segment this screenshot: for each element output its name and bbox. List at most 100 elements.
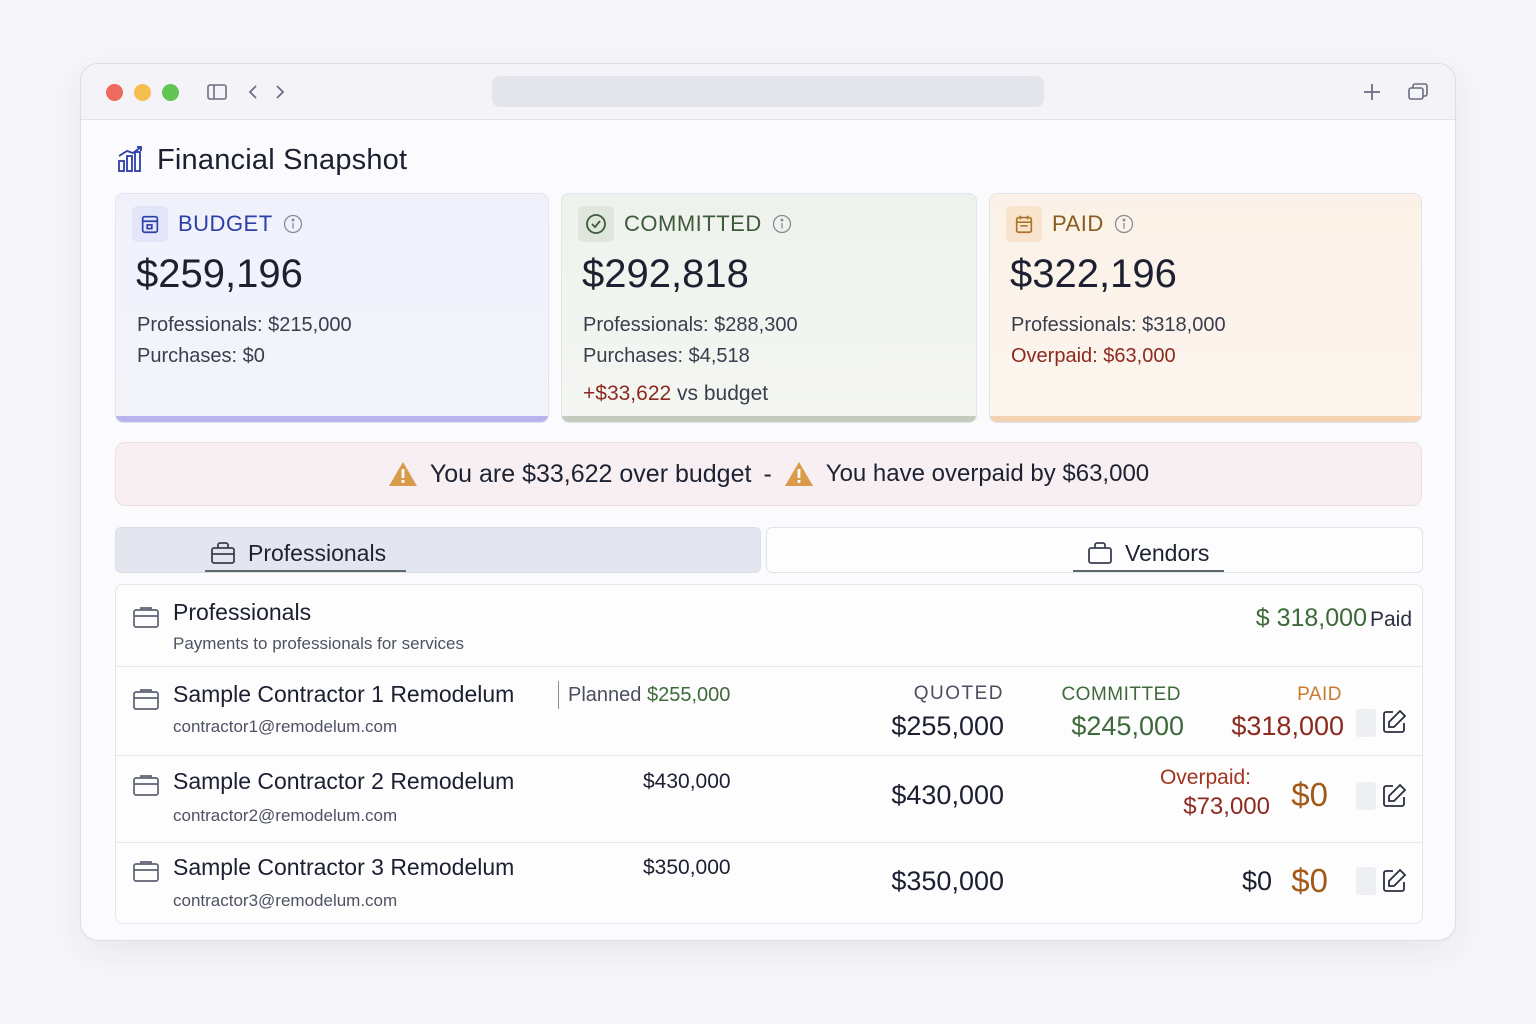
contractor-name: Sample Contractor 1 Remodelum xyxy=(173,681,515,707)
budget-professionals: Professionals: $215,000 xyxy=(137,314,352,336)
maximize-window-button[interactable] xyxy=(162,84,179,101)
committed-label: COMMITTED xyxy=(624,211,762,236)
planned-amount: Planned $255,000 xyxy=(568,684,730,707)
section-paid-amount: $ 318,000 xyxy=(1255,604,1367,632)
column-header-quoted: QUOTED xyxy=(913,683,1004,704)
contractor-name: Sample Contractor 2 Remodelum xyxy=(173,768,515,794)
column-header-committed: COMMITTED xyxy=(1061,684,1181,705)
info-icon[interactable] xyxy=(772,214,792,234)
edit-icon[interactable] xyxy=(1381,868,1407,894)
budget-card: BUDGET $259,196 Professionals: $215,000 … xyxy=(115,193,549,423)
browser-titlebar xyxy=(81,64,1455,120)
paid-plain-amount: $0 xyxy=(1241,866,1272,896)
row-handle xyxy=(1356,867,1376,895)
quoted-amount: $430,000 xyxy=(891,780,1004,810)
tab-professionals-label: Professionals xyxy=(248,539,387,566)
table-row[interactable]: Sample Contractor 3 Remodelum $350,000 c… xyxy=(116,842,1422,923)
contractor-email: contractor3@remodelum.com xyxy=(173,891,398,910)
budget-amount: $259,196 xyxy=(136,252,303,296)
over-budget-suffix: over budget xyxy=(612,459,752,488)
planned-label: Planned xyxy=(568,684,642,706)
quoted-amount: $350,000 xyxy=(891,866,1004,896)
committed-vs-budget: +$33,622 vs budget xyxy=(583,382,768,406)
budget-alert-banner: You are $33,622 over budget - You have o… xyxy=(115,442,1422,506)
row-handle xyxy=(1356,782,1376,810)
column-header-paid: PAID xyxy=(1297,684,1342,705)
page-header: Financial Snapshot xyxy=(115,140,407,180)
warning-icon xyxy=(784,460,814,488)
minimize-window-button[interactable] xyxy=(134,84,151,101)
browser-window: Financial Snapshot BUDGET $259,196 Profe… xyxy=(80,63,1456,941)
warning-icon xyxy=(388,460,418,488)
paid-amount: $0 xyxy=(1291,776,1328,813)
section-header-row: Professionals Payments to professionals … xyxy=(116,585,1422,666)
over-budget-message: You are $33,622 over budget xyxy=(430,460,752,489)
overpaid-prefix: You have overpaid by xyxy=(825,460,1063,487)
info-icon[interactable] xyxy=(283,214,303,234)
info-icon[interactable] xyxy=(1114,214,1134,234)
planned-amount: $350,000 xyxy=(643,856,731,879)
overpaid-message: You have overpaid by $63,000 xyxy=(826,460,1149,488)
contractor-email: contractor1@remodelum.com xyxy=(173,717,398,736)
edit-icon[interactable] xyxy=(1381,783,1407,809)
active-tab-indicator xyxy=(205,570,406,572)
committed-purchases: Purchases: $4,518 xyxy=(583,345,750,367)
row-handle xyxy=(1356,709,1376,737)
committed-amount: $245,000 xyxy=(1071,711,1184,741)
briefcase-icon xyxy=(132,773,160,797)
briefcase-icon xyxy=(210,540,236,566)
budget-accent-bar xyxy=(116,416,548,422)
paid-amount: $0 xyxy=(1291,862,1328,899)
over-budget-amount: $33,622 xyxy=(522,459,613,488)
receipt-icon xyxy=(1006,206,1042,242)
check-circle-icon xyxy=(578,206,614,242)
paid-label: PAID xyxy=(1052,211,1104,236)
section-subtitle: Payments to professionals for services xyxy=(173,634,465,653)
paid-professionals: Professionals: $318,000 xyxy=(1011,314,1226,336)
overpaid-amount: $73,000 xyxy=(1183,793,1270,820)
committed-professionals: Professionals: $288,300 xyxy=(583,314,798,336)
committed-card: COMMITTED $292,818 Professionals: $288,3… xyxy=(561,193,977,423)
tab-professionals[interactable]: Professionals xyxy=(115,527,761,573)
section-title: Professionals xyxy=(173,599,312,625)
committed-accent-bar xyxy=(562,416,976,422)
briefcase-icon xyxy=(132,605,160,629)
tab-underline xyxy=(1073,570,1224,572)
paid-amount: $322,196 xyxy=(1010,252,1177,296)
alert-separator: - xyxy=(763,459,772,488)
tab-overview-icon[interactable] xyxy=(1406,80,1430,104)
chart-icon xyxy=(115,145,145,175)
over-budget-prefix: You are xyxy=(429,459,523,488)
section-paid-total: $ 318,000 Paid xyxy=(1256,604,1412,633)
table-row[interactable]: Sample Contractor 2 Remodelum $430,000 c… xyxy=(116,755,1422,842)
budget-purchases: Purchases: $0 xyxy=(137,345,265,367)
calendar-box-icon xyxy=(132,206,168,242)
briefcase-icon xyxy=(132,687,160,711)
new-tab-plus-icon[interactable] xyxy=(1360,80,1384,104)
sidebar-toggle-icon[interactable] xyxy=(205,80,229,104)
paid-overpaid: Overpaid: $63,000 xyxy=(1011,345,1176,367)
contractor-email: contractor2@remodelum.com xyxy=(173,806,398,825)
section-paid-label: Paid xyxy=(1369,608,1412,631)
divider xyxy=(558,681,559,709)
tab-vendors[interactable]: Vendors xyxy=(766,527,1423,573)
page-title: Financial Snapshot xyxy=(157,143,408,176)
paid-card: PAID $322,196 Professionals: $318,000 Ov… xyxy=(989,193,1422,423)
table-row[interactable]: Sample Contractor 1 Remodelum Planned $2… xyxy=(116,666,1422,755)
forward-arrow-icon[interactable] xyxy=(267,80,291,104)
close-window-button[interactable] xyxy=(106,84,123,101)
briefcase-icon xyxy=(132,859,160,883)
contractor-name: Sample Contractor 3 Remodelum xyxy=(173,854,515,880)
edit-icon[interactable] xyxy=(1381,709,1407,735)
committed-delta: +$33,622 xyxy=(583,382,672,405)
back-arrow-icon[interactable] xyxy=(242,80,266,104)
planned-amount: $430,000 xyxy=(643,770,731,793)
planned-value: $255,000 xyxy=(646,684,731,706)
committed-delta-suffix: vs budget xyxy=(677,382,769,405)
tab-vendors-label: Vendors xyxy=(1125,539,1210,566)
paid-amount: $318,000 xyxy=(1231,711,1344,741)
budget-label: BUDGET xyxy=(178,211,273,236)
overpaid-amount: $63,000 xyxy=(1062,460,1150,487)
committed-amount: $292,818 xyxy=(582,252,749,296)
address-bar[interactable] xyxy=(492,76,1044,107)
